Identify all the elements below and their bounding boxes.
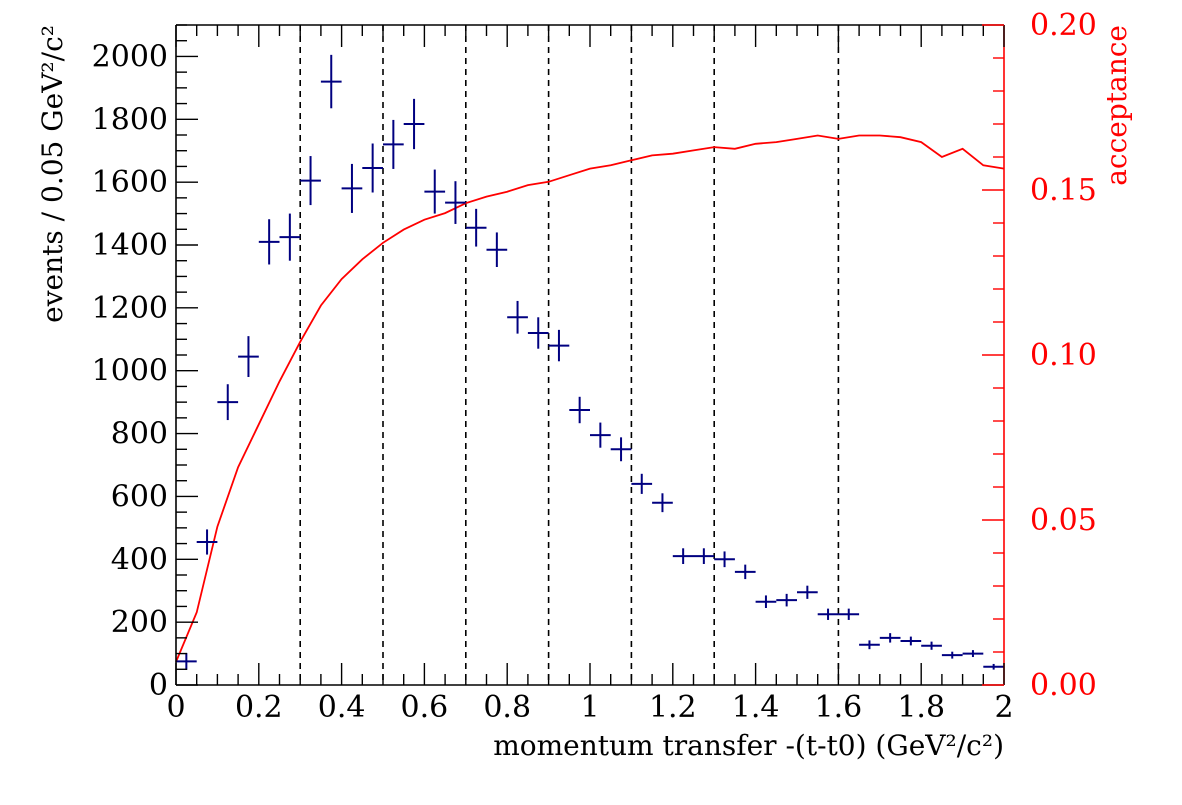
data-point — [527, 317, 549, 349]
y-tick-label: 200 — [111, 605, 168, 640]
data-point — [817, 608, 839, 620]
data-point — [507, 300, 528, 334]
x-axis-title: momentum transfer -(t-t0) (GeV²/c²) — [493, 729, 1004, 762]
data-point — [859, 640, 880, 650]
y-axis-right: 0.00 0.05 0.10 0.15 0.20 — [982, 8, 1097, 703]
y-tick-label: 1200 — [92, 291, 168, 326]
data-point — [962, 650, 984, 658]
data-point — [776, 593, 797, 607]
x-tick-label: 1.6 — [815, 690, 863, 725]
data-point — [196, 529, 218, 555]
data-point — [900, 636, 922, 646]
data-point — [941, 651, 963, 659]
events-points — [176, 54, 1004, 670]
data-point — [838, 608, 860, 620]
x-tick-label: 0.2 — [235, 690, 283, 725]
x-axis: 0 0.2 0.4 0.6 0.8 1 1.2 1.4 1.6 1.8 2 — [166, 25, 1014, 725]
acceptance-curve — [175, 134, 1005, 663]
x-tick-label: 0.6 — [401, 690, 449, 725]
data-point — [569, 396, 590, 424]
x-tick-label: 0.4 — [318, 690, 366, 725]
y-tick-label: 1800 — [92, 102, 168, 137]
data-point — [465, 208, 487, 247]
x-tick-label: 0.8 — [483, 690, 531, 725]
data-point — [921, 641, 942, 650]
y2-axis-title: acceptance — [1100, 25, 1133, 186]
data-point — [362, 143, 383, 193]
y2-tick-label: 0.15 — [1030, 173, 1097, 208]
y-tick-label: 400 — [111, 542, 168, 577]
y-tick-label: 600 — [111, 479, 168, 514]
y-tick-label: 0 — [149, 668, 168, 703]
data-point — [238, 336, 259, 377]
data-point — [610, 437, 632, 462]
data-point — [217, 384, 239, 421]
data-point — [341, 163, 363, 213]
x-tick-label: 1.4 — [732, 690, 780, 725]
acceptance-line — [175, 134, 1005, 663]
axis-titles: momentum transfer -(t-t0) (GeV²/c²) event… — [36, 25, 1133, 762]
x-tick-label: 0 — [166, 690, 185, 725]
data-point — [590, 422, 611, 448]
y2-tick-label: 0.05 — [1030, 503, 1097, 538]
y-tick-label: 800 — [111, 417, 168, 452]
x-tick-label: 1.8 — [897, 690, 945, 725]
data-point — [300, 156, 321, 206]
data-point — [693, 548, 715, 564]
x-tick-label: 1 — [580, 690, 599, 725]
data-point — [548, 329, 570, 362]
data-point — [445, 181, 466, 224]
x-tick-label: 2 — [994, 690, 1013, 725]
data-point — [176, 652, 197, 670]
y2-tick-label: 0.20 — [1030, 8, 1097, 43]
data-point — [279, 213, 301, 261]
y-axis-title: events / 0.05 GeV²/c² — [36, 25, 69, 323]
data-point — [258, 219, 280, 265]
y-tick-label: 2000 — [92, 39, 168, 74]
data-point — [631, 473, 653, 494]
data-point — [424, 169, 446, 214]
data-point — [714, 551, 735, 568]
data-point — [320, 54, 342, 109]
data-point — [734, 564, 756, 580]
vertical-dashed-lines — [299, 25, 840, 685]
data-point — [983, 663, 1004, 670]
data-point — [652, 493, 673, 513]
data-point — [383, 119, 404, 169]
data-point — [672, 548, 694, 564]
y-tick-label: 1000 — [92, 354, 168, 389]
data-point — [403, 98, 425, 150]
y2-tick-label: 0.10 — [1030, 338, 1097, 373]
x-tick-label: 1.2 — [649, 690, 697, 725]
data-point — [797, 585, 818, 599]
y2-tick-label: 0.00 — [1030, 668, 1097, 703]
data-point — [486, 232, 508, 267]
y-tick-label: 1600 — [92, 165, 168, 200]
y-axis-left: 0 200 400 600 800 1000 1200 1400 1600 1800 2000 — [92, 24, 198, 703]
y-tick-label: 1400 — [92, 228, 168, 263]
data-point — [755, 595, 777, 608]
data-point — [879, 633, 901, 643]
